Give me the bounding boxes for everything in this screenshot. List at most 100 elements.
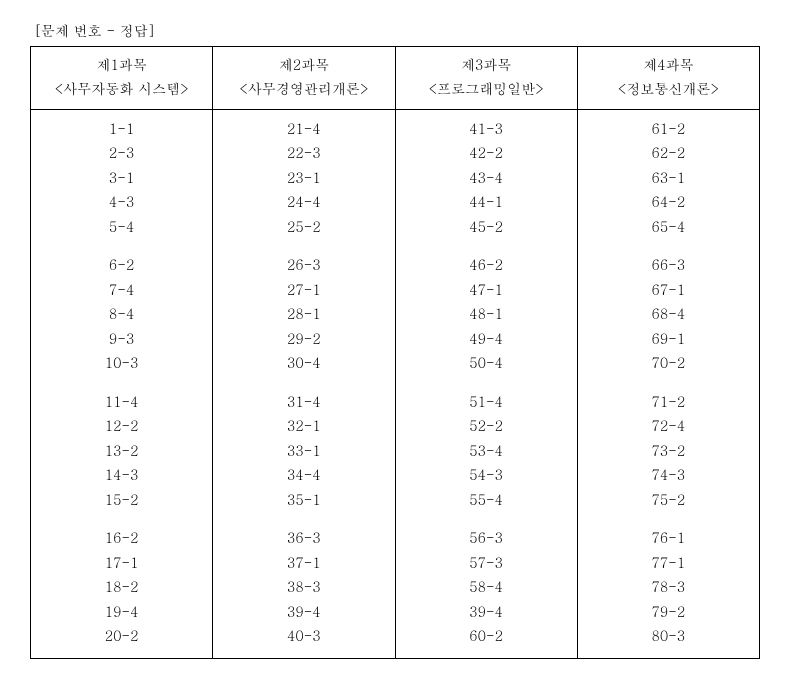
answer-block: 21-422-323-124-425-2 bbox=[217, 116, 390, 239]
answer-cell: 7-4 bbox=[35, 277, 208, 302]
answer-cell: 33-1 bbox=[217, 438, 390, 463]
col-header-1: 제1과목 <사무자동화 시스템> bbox=[31, 47, 213, 110]
answer-block: 1-12-33-14-35-4 bbox=[35, 116, 208, 239]
answer-cell: 9-3 bbox=[35, 326, 208, 351]
answer-cell: 8-4 bbox=[35, 301, 208, 326]
answer-cell: 10-3 bbox=[35, 350, 208, 375]
answer-cell: 1-1 bbox=[35, 116, 208, 141]
answer-cell: 18-2 bbox=[35, 574, 208, 599]
answer-cell: 37-1 bbox=[217, 550, 390, 575]
answer-block: 11-412-213-214-315-2 bbox=[35, 389, 208, 512]
col-sub-4: <정보통신개론> bbox=[582, 77, 755, 101]
answer-cell: 16-2 bbox=[35, 525, 208, 550]
answer-cell: 48-1 bbox=[400, 301, 573, 326]
answer-cell: 57-3 bbox=[400, 550, 573, 575]
col-name-3: 제3과목 bbox=[400, 53, 573, 77]
answer-cell: 35-1 bbox=[217, 487, 390, 512]
answer-cell: 43-4 bbox=[400, 165, 573, 190]
answer-block: 6-27-48-49-310-3 bbox=[35, 252, 208, 375]
answer-cell: 3-1 bbox=[35, 165, 208, 190]
col-header-2: 제2과목 <사무경영관리개론> bbox=[213, 47, 395, 110]
col-name-1: 제1과목 bbox=[35, 53, 208, 77]
answer-cell: 69-1 bbox=[582, 326, 755, 351]
answer-cell: 77-1 bbox=[582, 550, 755, 575]
answer-cell: 47-1 bbox=[400, 277, 573, 302]
answer-cell: 60-2 bbox=[400, 623, 573, 648]
answer-cell: 65-4 bbox=[582, 214, 755, 239]
answer-cell: 39-4 bbox=[217, 599, 390, 624]
answer-cell: 23-1 bbox=[217, 165, 390, 190]
col-sub-1: <사무자동화 시스템> bbox=[35, 77, 208, 101]
answer-cell: 27-1 bbox=[217, 277, 390, 302]
answer-cell: 12-2 bbox=[35, 413, 208, 438]
answer-cell: 55-4 bbox=[400, 487, 573, 512]
answer-cell: 53-4 bbox=[400, 438, 573, 463]
answer-cell: 67-1 bbox=[582, 277, 755, 302]
answer-block: 41-342-243-444-145-2 bbox=[400, 116, 573, 239]
answer-cell: 66-3 bbox=[582, 252, 755, 277]
answer-block: 31-432-133-134-435-1 bbox=[217, 389, 390, 512]
answer-cell: 56-3 bbox=[400, 525, 573, 550]
table-header-row: 제1과목 <사무자동화 시스템> 제2과목 <사무경영관리개론> 제3과목 <프… bbox=[31, 47, 760, 110]
table-body-row: 1-12-33-14-35-46-27-48-49-310-311-412-21… bbox=[31, 109, 760, 658]
answer-cell: 21-4 bbox=[217, 116, 390, 141]
answer-cell: 44-1 bbox=[400, 189, 573, 214]
answer-cell: 74-3 bbox=[582, 462, 755, 487]
answer-cell: 52-2 bbox=[400, 413, 573, 438]
answer-block: 26-327-128-129-230-4 bbox=[217, 252, 390, 375]
answer-block: 61-262-263-164-265-4 bbox=[582, 116, 755, 239]
answer-cell: 29-2 bbox=[217, 326, 390, 351]
answer-cell: 50-4 bbox=[400, 350, 573, 375]
answer-cell: 15-2 bbox=[35, 487, 208, 512]
answer-cell: 42-2 bbox=[400, 140, 573, 165]
answer-cell: 22-3 bbox=[217, 140, 390, 165]
col-name-2: 제2과목 bbox=[217, 53, 390, 77]
answer-cell: 61-2 bbox=[582, 116, 755, 141]
answer-cell: 75-2 bbox=[582, 487, 755, 512]
answer-block: 76-177-178-379-280-3 bbox=[582, 525, 755, 648]
answer-cell: 70-2 bbox=[582, 350, 755, 375]
answer-block: 36-337-138-339-440-3 bbox=[217, 525, 390, 648]
answer-cell: 28-1 bbox=[217, 301, 390, 326]
answer-block: 71-272-473-274-375-2 bbox=[582, 389, 755, 512]
answer-cell: 41-3 bbox=[400, 116, 573, 141]
col-name-4: 제4과목 bbox=[582, 53, 755, 77]
answer-cell: 14-3 bbox=[35, 462, 208, 487]
answer-cell: 58-4 bbox=[400, 574, 573, 599]
col-header-4: 제4과목 <정보통신개론> bbox=[577, 47, 759, 110]
answer-key-table: 제1과목 <사무자동화 시스템> 제2과목 <사무경영관리개론> 제3과목 <프… bbox=[30, 46, 760, 659]
answer-cell: 17-1 bbox=[35, 550, 208, 575]
answer-cell: 79-2 bbox=[582, 599, 755, 624]
answer-cell: 64-2 bbox=[582, 189, 755, 214]
answer-cell: 39-4 bbox=[400, 599, 573, 624]
answer-cell: 73-2 bbox=[582, 438, 755, 463]
answer-cell: 2-3 bbox=[35, 140, 208, 165]
answer-cell: 6-2 bbox=[35, 252, 208, 277]
answer-cell: 25-2 bbox=[217, 214, 390, 239]
answer-cell: 62-2 bbox=[582, 140, 755, 165]
col-sub-3: <프로그래밍일반> bbox=[400, 77, 573, 101]
answer-cell: 13-2 bbox=[35, 438, 208, 463]
col-body-3: 41-342-243-444-145-2 46-247-148-149-450-4… bbox=[395, 109, 577, 658]
answer-cell: 31-4 bbox=[217, 389, 390, 414]
col-body-1: 1-12-33-14-35-46-27-48-49-310-311-412-21… bbox=[31, 109, 213, 658]
answer-cell: 30-4 bbox=[217, 350, 390, 375]
answer-cell: 4-3 bbox=[35, 189, 208, 214]
answer-cell: 71-2 bbox=[582, 389, 755, 414]
answer-block: 66-367-168-469-170-2 bbox=[582, 252, 755, 375]
answer-block: 51-452-253-454-355-4 bbox=[400, 389, 573, 512]
col-sub-2: <사무경영관리개론> bbox=[217, 77, 390, 101]
col-body-4: 61-262-263-164-265-4 66-367-168-469-170-2… bbox=[577, 109, 759, 658]
answer-cell: 49-4 bbox=[400, 326, 573, 351]
answer-cell: 46-2 bbox=[400, 252, 573, 277]
answer-cell: 40-3 bbox=[217, 623, 390, 648]
answer-cell: 11-4 bbox=[35, 389, 208, 414]
answer-cell: 38-3 bbox=[217, 574, 390, 599]
answer-cell: 26-3 bbox=[217, 252, 390, 277]
col-header-3: 제3과목 <프로그래밍일반> bbox=[395, 47, 577, 110]
answer-cell: 34-4 bbox=[217, 462, 390, 487]
page-title: [문제 번호 - 정답] bbox=[34, 20, 761, 40]
answer-cell: 20-2 bbox=[35, 623, 208, 648]
answer-cell: 19-4 bbox=[35, 599, 208, 624]
answer-block: 56-357-358-439-460-2 bbox=[400, 525, 573, 648]
